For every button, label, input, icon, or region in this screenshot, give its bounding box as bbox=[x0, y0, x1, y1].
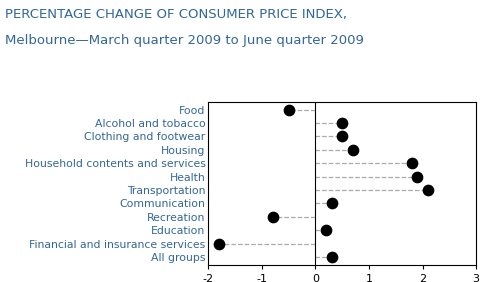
Point bbox=[338, 134, 346, 139]
Point bbox=[408, 161, 416, 166]
Point bbox=[424, 188, 432, 192]
Point bbox=[322, 228, 330, 232]
Text: PERCENTAGE CHANGE OF CONSUMER PRICE INDEX,: PERCENTAGE CHANGE OF CONSUMER PRICE INDE… bbox=[5, 8, 347, 21]
Point bbox=[349, 147, 357, 152]
Point bbox=[413, 174, 421, 179]
Point bbox=[215, 241, 223, 246]
Text: Melbourne—March quarter 2009 to June quarter 2009: Melbourne—March quarter 2009 to June qua… bbox=[5, 34, 364, 47]
Point bbox=[285, 107, 293, 112]
Point bbox=[269, 215, 277, 219]
Point bbox=[327, 255, 335, 259]
Point bbox=[338, 121, 346, 125]
Point bbox=[327, 201, 335, 206]
